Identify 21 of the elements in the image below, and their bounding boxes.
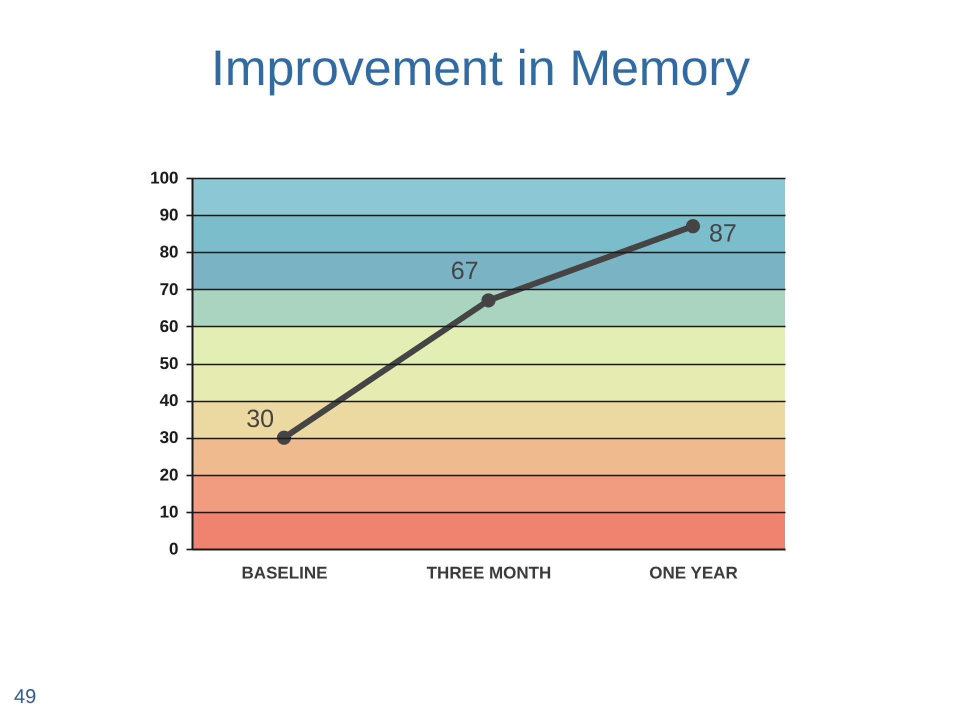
y-tick-label: 30 — [160, 428, 178, 448]
y-tick-label: 60 — [160, 316, 178, 336]
y-tick-label: 50 — [160, 354, 178, 373]
y-tick-label: 90 — [160, 206, 178, 225]
point — [481, 293, 496, 308]
y-tick-label: 70 — [160, 280, 178, 299]
y-tick-label: 40 — [160, 391, 178, 410]
point — [686, 219, 700, 234]
data-label: 67 — [450, 256, 478, 285]
x-tick-label: THREE MONTH — [426, 564, 552, 582]
y-tick-label: 0 — [169, 540, 178, 558]
y-tick-label: 80 — [160, 242, 178, 262]
data-label: 87 — [708, 220, 737, 248]
y-tick-label: 10 — [160, 502, 178, 522]
text: 49 — [14, 686, 36, 709]
y-tick-label: 100 — [150, 168, 178, 188]
y-tick-label: 20 — [160, 465, 178, 484]
chart-title: Improvement in Memory — [210, 40, 750, 96]
x-tick-label: ONE YEAR — [649, 564, 738, 582]
data-label: 30 — [246, 405, 274, 434]
x-tick-label: BASELINE — [242, 564, 328, 582]
